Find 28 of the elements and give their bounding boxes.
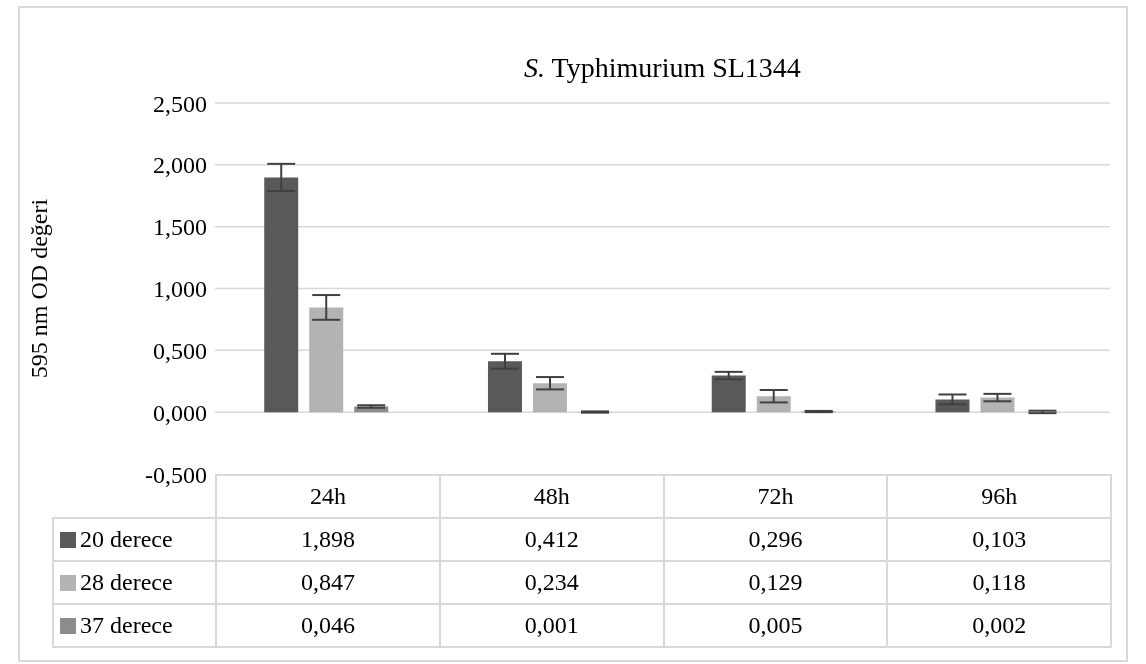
y-tick-label: 2,500 bbox=[153, 90, 207, 117]
data-label: 0,005 bbox=[663, 604, 888, 647]
data-label: 0,046 bbox=[216, 604, 440, 647]
x-tick-label: 72h bbox=[663, 475, 888, 518]
x-tick-label: 48h bbox=[439, 475, 664, 518]
x-tick-label: 96h bbox=[887, 475, 1111, 518]
y-tick-label: 1,000 bbox=[153, 276, 207, 303]
legend-label: 20 derece bbox=[53, 518, 216, 561]
data-label: 0,847 bbox=[216, 561, 440, 604]
y-tick-label: 0,500 bbox=[153, 337, 207, 364]
data-label: 1,898 bbox=[216, 518, 440, 561]
data-label: 0,002 bbox=[887, 604, 1111, 647]
data-label: 0,103 bbox=[887, 518, 1111, 561]
data-label: 0,296 bbox=[663, 518, 888, 561]
y-axis-title: 595 nm OD değeri bbox=[25, 198, 52, 379]
data-label: 0,412 bbox=[439, 518, 664, 561]
y-tick-label: 2,000 bbox=[153, 152, 207, 179]
legend-label: 28 derece bbox=[53, 561, 216, 604]
x-tick-label: 24h bbox=[216, 475, 440, 518]
y-tick-label: 1,500 bbox=[153, 214, 207, 241]
legend-label: 37 derece bbox=[53, 604, 216, 647]
data-label: 0,234 bbox=[439, 561, 664, 604]
chart-title: S. Typhimurium SL1344 bbox=[524, 52, 801, 83]
data-label: 0,129 bbox=[663, 561, 888, 604]
data-label: 0,118 bbox=[887, 561, 1111, 604]
y-tick-label: -0,500 bbox=[145, 461, 207, 488]
y-tick-label: 0,000 bbox=[153, 399, 207, 426]
data-label: 0,001 bbox=[439, 604, 664, 647]
